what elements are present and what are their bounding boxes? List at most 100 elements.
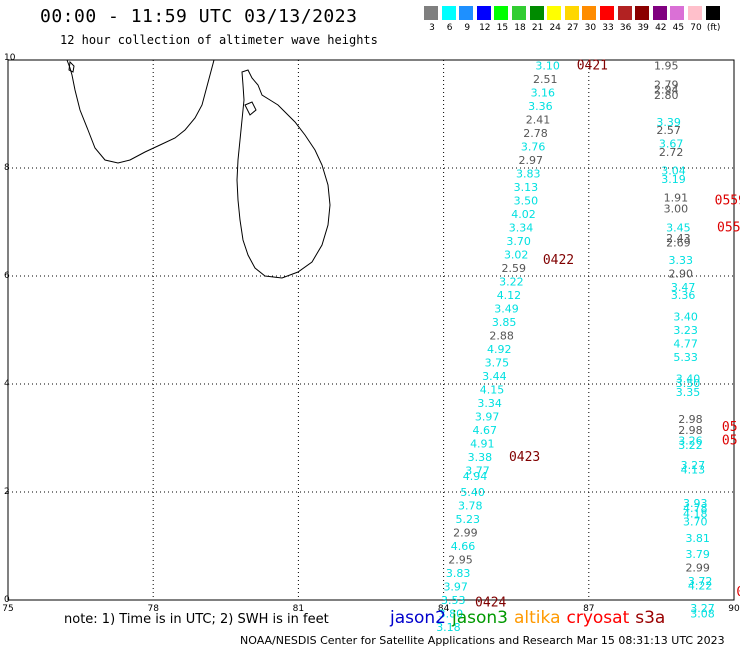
page-title: 00:00 - 11:59 UTC 03/13/2023 — [40, 6, 358, 27]
wave-height-value: 3.97 — [475, 410, 500, 423]
wave-height-value: 3.26 — [678, 435, 703, 448]
legend-jason3: jason3 — [452, 608, 508, 628]
y-tick-label: 4 — [4, 379, 10, 389]
wave-height-value: 2.59 — [502, 262, 527, 275]
wave-height-value: 3.70 — [683, 516, 708, 529]
color-scale-label: (ft) — [706, 23, 721, 33]
wave-height-value: 2.41 — [526, 113, 551, 126]
wave-height-value: 3.40 — [673, 311, 698, 324]
y-tick-label: 8 — [4, 163, 10, 173]
wave-height-value: 3.27 — [681, 459, 706, 472]
wave-height-value: 5.33 — [673, 351, 698, 364]
wave-height-value: 3.02 — [504, 248, 529, 261]
color-scale-label: 9 — [464, 23, 471, 33]
wave-height-value: 2.43 — [666, 232, 691, 245]
pass-time-label: 05 — [722, 434, 738, 449]
color-scale-label: 39 — [637, 23, 649, 33]
wave-height-value: 4.12 — [497, 289, 522, 302]
wave-height-value: 3.72 — [688, 575, 713, 588]
color-scale-label: 15 — [496, 23, 509, 33]
wave-height-value: 2.94 — [654, 84, 679, 97]
color-swatch — [424, 6, 438, 20]
color-scale-label: 45 — [672, 23, 685, 33]
color-scale-label: 21 — [531, 23, 544, 33]
pass-time-label: 0422 — [543, 253, 574, 268]
sri-lanka-island — [236, 69, 331, 279]
wave-height-value: 2.90 — [669, 267, 694, 280]
color-swatch — [600, 6, 614, 20]
color-scale-label: 42 — [655, 23, 667, 33]
wave-height-value: 3.10 — [535, 59, 560, 72]
wave-height-value: 3.79 — [685, 548, 710, 561]
wave-height-value: 3.08 — [690, 608, 715, 621]
wave-height-value: 3.33 — [669, 254, 694, 267]
wave-height-value: 2.78 — [523, 127, 548, 140]
color-swatch — [617, 6, 632, 20]
color-swatch — [705, 6, 720, 20]
color-swatch — [476, 6, 491, 20]
wave-height-value: 2.99 — [453, 527, 478, 540]
map-frame — [7, 59, 735, 601]
altimeter-tracks: 3.102.513.163.362.412.783.762.973.833.13… — [436, 58, 740, 634]
wave-height-value: 4.91 — [470, 437, 495, 450]
color-swatch — [652, 6, 667, 20]
wave-height-value: 4.77 — [673, 338, 698, 351]
wave-height-value: 3.76 — [521, 140, 546, 153]
wave-height-value: 3.75 — [485, 356, 510, 369]
wave-height-value: 2.69 — [666, 237, 691, 250]
color-swatch — [582, 6, 597, 20]
wave-height-value: 3.36 — [671, 289, 696, 302]
pass-time-label: 0 — [736, 585, 740, 600]
wave-height-value: 3.04 — [661, 165, 686, 178]
pass-time-label: 0559 — [715, 193, 740, 208]
wave-height-value: 5.40 — [460, 486, 485, 499]
wave-height-value: 2.99 — [685, 562, 710, 575]
wave-height-value: 3.70 — [506, 235, 531, 248]
color-scale-label: 24 — [549, 23, 561, 33]
wave-height-value: 2.80 — [654, 89, 679, 102]
axis-ticks: 75 78 81 84 87 90 10 8 6 4 2 0 — [2, 53, 740, 614]
color-scale-label: 70 — [690, 23, 702, 33]
color-scale-label: 3 — [429, 23, 435, 33]
wave-height-value: 3.80 — [439, 608, 464, 621]
wave-height-value: 3.40 — [676, 373, 701, 386]
note-text: note: 1) Time is in UTC; 2) SWH is in fe… — [64, 612, 329, 627]
wave-height-value: 4.22 — [688, 579, 713, 592]
color-swatch — [670, 6, 685, 20]
wave-height-value: 1.91 — [664, 192, 689, 205]
wave-height-value: 3.93 — [683, 497, 708, 510]
wave-height-value: 2.79 — [654, 78, 679, 91]
pass-time-label: 0423 — [509, 450, 540, 465]
wave-height-value: 3.85 — [492, 316, 517, 329]
wave-height-value: 3.49 — [494, 302, 519, 315]
page-subtitle: 12 hour collection of altimeter wave hei… — [60, 33, 378, 47]
wave-height-value: 2.95 — [448, 554, 473, 567]
color-scale-label: 30 — [584, 23, 597, 33]
wave-height-value: 2.98 — [678, 413, 703, 426]
color-scale-label: 12 — [479, 23, 491, 33]
wave-height-value: 5.23 — [456, 513, 481, 526]
wave-height-value: 4.67 — [472, 424, 497, 437]
x-tick-label: 87 — [583, 604, 594, 614]
islet-2 — [244, 101, 257, 116]
wave-height-value: 3.47 — [671, 281, 696, 294]
wave-height-value: 3.45 — [666, 221, 691, 234]
wave-height-value: 3.34 — [477, 397, 502, 410]
wave-height-value: 3.13 — [514, 181, 539, 194]
color-scale-label: 18 — [514, 23, 526, 33]
y-tick-label: 6 — [4, 271, 10, 281]
wave-height-value: 4.94 — [463, 470, 488, 483]
legend-jason2: jason2 — [390, 608, 446, 628]
x-tick-label: 81 — [293, 604, 304, 614]
x-tick-label: 84 — [438, 604, 450, 614]
wave-height-value: 3.19 — [661, 173, 686, 186]
wave-height-value: 3.39 — [656, 116, 681, 129]
wave-height-value: 3.22 — [678, 439, 703, 452]
color-swatch — [459, 6, 474, 20]
legend-cryosat: cryosat — [566, 608, 630, 628]
color-scale-label: 36 — [619, 23, 632, 33]
pass-time-label: 0424 — [475, 596, 506, 611]
wave-height-value: 2.57 — [656, 124, 681, 137]
wave-height-value: 3.81 — [685, 532, 710, 545]
